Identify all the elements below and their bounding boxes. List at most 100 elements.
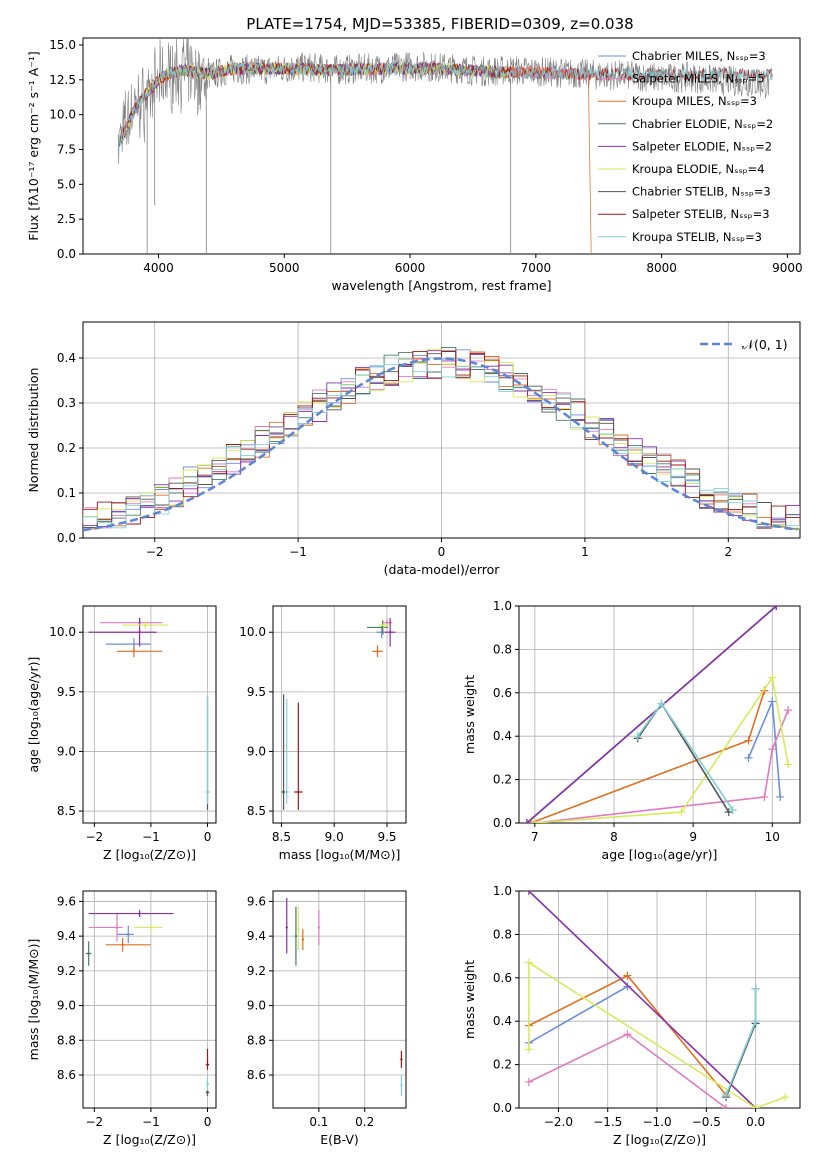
series-marker xyxy=(722,1090,731,1099)
series-marker xyxy=(623,1030,632,1039)
y-tick-label: 0.8 xyxy=(493,927,512,941)
series-line xyxy=(725,988,757,1098)
series-line xyxy=(528,891,757,1108)
y-tick-label: 0.2 xyxy=(493,1058,512,1072)
y-tick-label: 7.5 xyxy=(57,142,76,156)
data-point xyxy=(149,926,153,929)
age_vs_Z-frame xyxy=(82,605,217,824)
y-tick-label: 8.5 xyxy=(247,804,266,818)
legend-entry: Chabrier STELIB, Nₛₛₚ=3 xyxy=(632,185,771,199)
series-marker xyxy=(524,1077,533,1086)
mass_vs_Z-axes xyxy=(79,890,217,1112)
y-tick-label: 0.2 xyxy=(57,441,76,455)
series-line xyxy=(534,709,789,823)
y-tick-label: 9.6 xyxy=(57,894,76,908)
x-tick-label: −0.5 xyxy=(692,1115,721,1129)
series-marker xyxy=(751,1017,760,1026)
y-tick-label: 9.2 xyxy=(57,964,76,978)
series-line xyxy=(528,985,628,1044)
x-tick-label: 1 xyxy=(581,545,589,559)
series-marker xyxy=(776,792,785,801)
massweight_vs_Z-axes xyxy=(515,890,801,1112)
y-tick-label: 9.4 xyxy=(57,929,76,943)
series-line xyxy=(530,690,766,823)
legend-entry: Kroupa MILES, Nₛₛₚ=3 xyxy=(632,94,757,108)
data-point xyxy=(132,650,136,653)
x-axis-label: age [log₁₀(age/yr)] xyxy=(602,847,718,862)
data-point xyxy=(385,621,389,624)
series-marker xyxy=(522,819,531,823)
series-marker xyxy=(768,697,777,706)
legend-entry: Salpeter MILES, Nₛₛₚ=5 xyxy=(632,72,765,86)
series-marker xyxy=(772,606,781,610)
y-tick-label: 9.0 xyxy=(57,999,76,1013)
series-line xyxy=(526,606,777,823)
x-tick-label: 8 xyxy=(610,830,618,844)
mass_vs_EBV-frame xyxy=(272,890,407,1109)
x-axis-label: Z [log₁₀(Z/Z⊙)] xyxy=(103,847,196,862)
y-tick-label: 0.0 xyxy=(57,531,76,545)
x-tick-label: 8000 xyxy=(646,261,677,275)
data-point xyxy=(297,790,300,794)
series-marker xyxy=(744,753,753,762)
x-tick-label: 9.0 xyxy=(325,830,344,844)
y-tick-label: 0.1 xyxy=(57,486,76,500)
y-tick-label: 0.0 xyxy=(493,1101,512,1115)
data-point xyxy=(206,1091,209,1094)
y-tick-label: 0.6 xyxy=(493,686,512,700)
x-axis-label: (data-model)/error xyxy=(384,562,501,577)
y-tick-label: 9.0 xyxy=(247,744,266,758)
x-tick-label: 9 xyxy=(689,830,697,844)
gaussian-curve xyxy=(83,357,798,532)
data-point xyxy=(127,933,130,936)
series-marker xyxy=(744,736,753,745)
model-line xyxy=(117,61,773,151)
mass_vs_EBV-points xyxy=(285,897,403,1096)
x-axis-label: E(B-V) xyxy=(320,1132,359,1147)
data-point xyxy=(138,912,141,915)
x-tick-label: 0.1 xyxy=(309,1115,328,1129)
y-tick-label: 10.0 xyxy=(239,625,266,639)
y-axis-label: Flux [fλ10⁻¹⁷ erg cm⁻² s⁻¹ A⁻¹] xyxy=(26,51,41,240)
y-axis-label: mass weight xyxy=(462,675,477,754)
series-marker xyxy=(784,706,793,715)
data-point xyxy=(87,952,90,955)
data-point xyxy=(206,1082,209,1085)
data-point xyxy=(317,926,321,929)
y-tick-label: 9.0 xyxy=(247,999,266,1013)
y-tick-label: 15.0 xyxy=(49,38,76,52)
data-point xyxy=(400,1084,403,1087)
y-tick-label: 9.4 xyxy=(247,929,266,943)
y-tick-label: 8.6 xyxy=(247,1068,266,1082)
series-marker xyxy=(768,673,777,682)
x-tick-label: −1 xyxy=(289,545,307,559)
x-axis-label: Z [log₁₀(Z/Z⊙)] xyxy=(613,1132,706,1147)
legend-entry: Kroupa STELIB, Nₛₛₚ=3 xyxy=(632,230,762,244)
x-tick-label: −2 xyxy=(85,1115,103,1129)
x-axis-label: wavelength [Angstrom, rest frame] xyxy=(331,278,551,293)
massweight_vs_Z-lines xyxy=(524,891,790,1108)
mass_vs_Z-points xyxy=(85,910,210,1096)
series-marker xyxy=(768,745,777,754)
y-tick-label: 0.6 xyxy=(493,971,512,985)
series-marker xyxy=(784,760,793,769)
age_vs_mass-points xyxy=(281,617,396,810)
massweight_vs_age-axes xyxy=(515,605,801,827)
y-tick-label: 5.0 xyxy=(57,177,76,191)
y-tick-label: 9.2 xyxy=(247,964,266,978)
massweight_vs_Z-frame xyxy=(518,890,801,1109)
y-tick-label: 9.0 xyxy=(57,744,76,758)
legend-entry: Chabrier MILES, Nₛₛₚ=3 xyxy=(632,49,766,63)
massweight_vs_age-frame xyxy=(518,605,801,824)
series-line xyxy=(528,1033,756,1108)
spectrum-data-line xyxy=(117,38,773,165)
series-marker xyxy=(781,1093,790,1102)
x-tick-label: −1.5 xyxy=(593,1115,622,1129)
x-tick-label: −1 xyxy=(142,830,160,844)
y-tick-label: 0.0 xyxy=(57,247,76,261)
model-line xyxy=(117,62,592,254)
residual_hist-frame xyxy=(82,321,801,539)
x-tick-label: 7000 xyxy=(521,261,552,275)
data-point xyxy=(297,927,300,931)
